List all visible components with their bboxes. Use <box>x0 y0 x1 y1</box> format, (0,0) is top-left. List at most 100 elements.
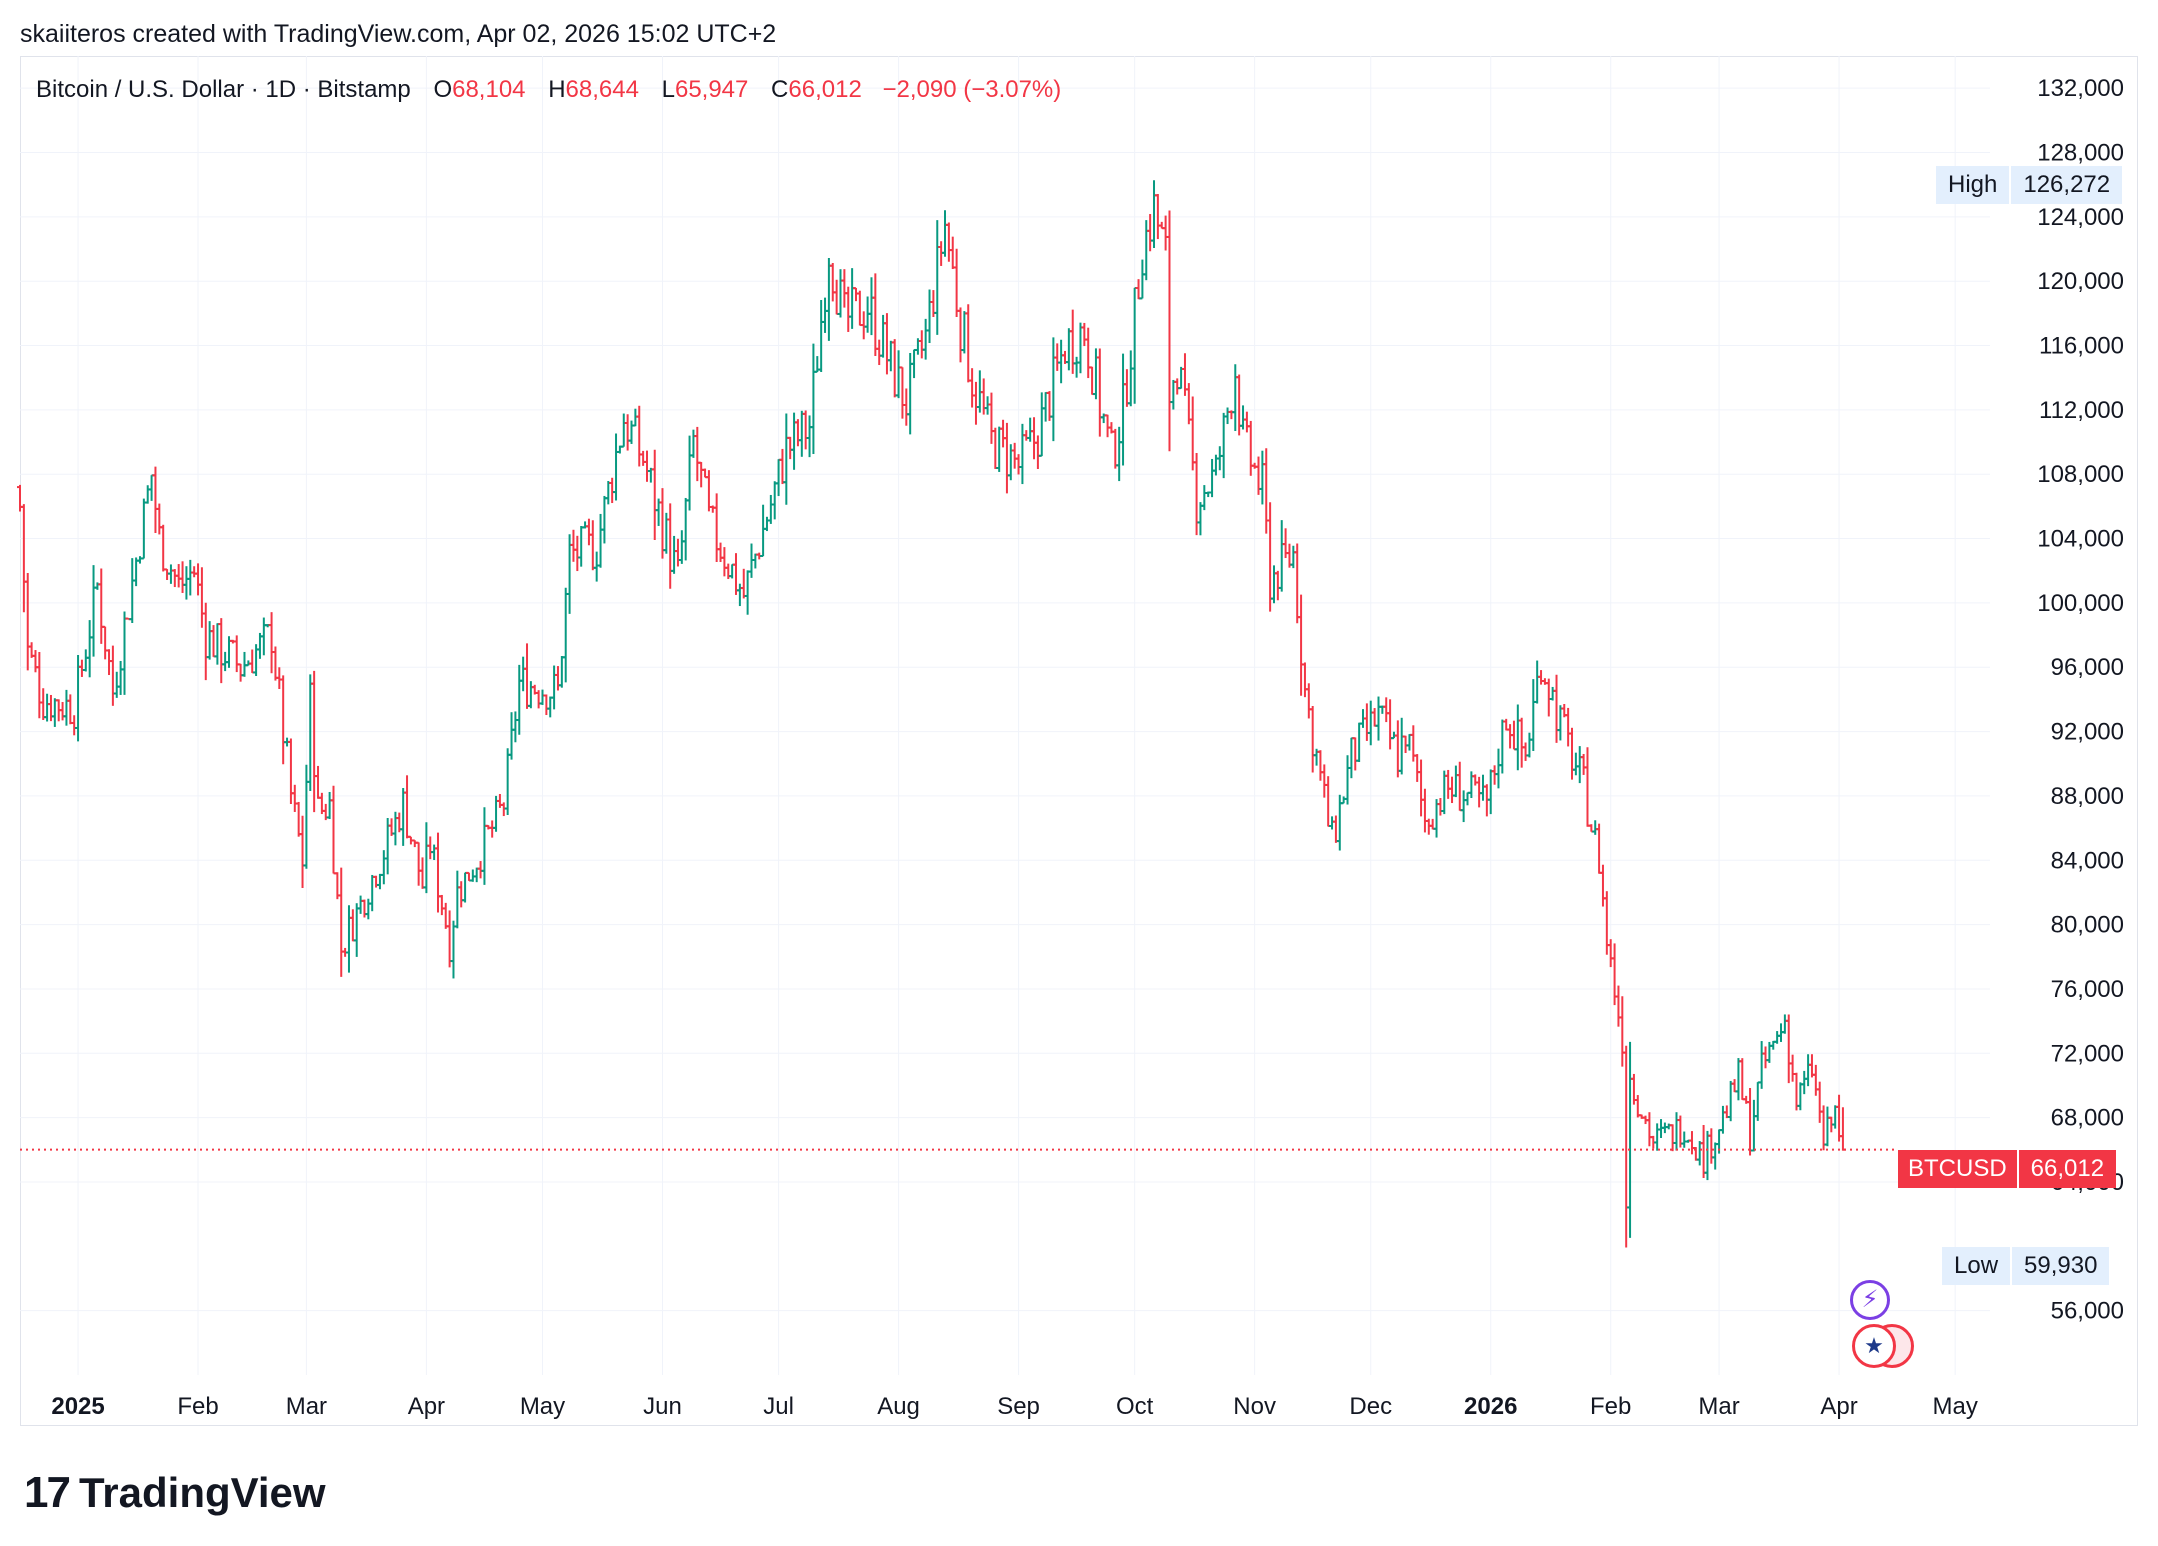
ohlc-bar <box>1398 717 1405 775</box>
ohlc-bar <box>1294 543 1301 624</box>
ohlc-bar <box>458 881 465 908</box>
ohlc-bar <box>1429 818 1436 830</box>
y-tick-label: 88,000 <box>2051 783 2124 810</box>
x-tick-label: 2026 <box>1464 1393 1517 1420</box>
ohlc-bar <box>1185 383 1192 425</box>
x-tick-label: Aug <box>877 1393 920 1420</box>
ohlc-bar <box>1011 442 1018 469</box>
ohlc-bar <box>1259 450 1266 505</box>
low-key: L <box>661 76 675 103</box>
ohlc-bar <box>1139 259 1146 300</box>
ohlc-bar <box>682 497 689 561</box>
close-value: 66,012 <box>788 76 862 103</box>
y-tick-label: 128,000 <box>2037 140 2124 167</box>
ohlc-bar <box>686 435 693 511</box>
ohlc-bar <box>1607 939 1614 968</box>
high-label: High <box>1936 166 2010 204</box>
ohlc-bar <box>1077 322 1084 374</box>
ohlc-bar <box>775 458 782 497</box>
ohlc-bar <box>1170 379 1177 410</box>
ohlc-bar <box>1166 210 1173 452</box>
ohlc-bar <box>1116 426 1123 482</box>
ohlc-bar <box>833 279 840 315</box>
x-tick-label: Jul <box>763 1393 794 1420</box>
ohlc-bar <box>1747 1087 1754 1156</box>
ohlc-bar <box>613 433 620 501</box>
ohlc-bar <box>462 871 469 903</box>
ohlc-bar <box>1015 454 1022 475</box>
ohlc-bar <box>1735 1058 1742 1101</box>
ohlc-bar <box>1530 679 1537 752</box>
ohlc-bar <box>1089 366 1096 396</box>
ohlc-bar <box>1367 700 1374 746</box>
ohlc-bar <box>539 689 546 705</box>
ohlc-bar <box>1031 417 1038 460</box>
ohlc-bar <box>1580 753 1587 775</box>
ohlc-bar <box>763 516 770 532</box>
y-tick-label: 96,000 <box>2051 654 2124 681</box>
ohlc-bar <box>67 694 74 725</box>
ohlc-bar <box>1290 545 1297 569</box>
ohlc-bar <box>535 690 542 709</box>
ohlc-bar <box>133 557 140 587</box>
tradingview-logo[interactable]: 17 TradingView <box>24 1468 326 1518</box>
ohlc-bar <box>667 503 674 589</box>
ohlc-bar <box>643 450 650 482</box>
ohlc-bar <box>454 870 461 929</box>
ohlc-bar <box>899 366 906 419</box>
ohlc-bar <box>1634 1095 1641 1118</box>
ohlc-bar <box>574 535 581 572</box>
ohlc-bar <box>659 488 666 559</box>
ohlc-bar <box>690 429 697 458</box>
symbol-legend[interactable]: Bitcoin / U.S. Dollar · 1D · Bitstamp O6… <box>36 76 1061 104</box>
ohlc-bar <box>152 466 159 534</box>
ohlc-bar <box>1549 686 1556 701</box>
ohlc-bar <box>1569 727 1576 780</box>
ohlc-bar <box>404 775 411 839</box>
ohlc-bar <box>1274 570 1281 601</box>
ohlc-bar <box>678 530 685 564</box>
ohlc-bar <box>434 832 441 913</box>
ohlc-bar <box>860 311 867 340</box>
ohlc-bar <box>307 674 314 792</box>
ohlc-bar <box>1739 1058 1746 1101</box>
ohlc-bar <box>1019 423 1026 485</box>
ohlc-bar <box>798 410 805 457</box>
x-tick-label: Dec <box>1349 1393 1392 1420</box>
ohlc-bar <box>1514 704 1521 771</box>
ohlc-bar <box>562 587 569 683</box>
ohlc-bar <box>1178 366 1185 390</box>
ohlc-bar <box>1839 1107 1846 1151</box>
ohlc-bar <box>1092 348 1099 400</box>
ohlc-bar <box>1127 350 1134 407</box>
ohlc-bar <box>1123 369 1130 407</box>
ohlc-bar <box>1104 414 1111 438</box>
ohlc-bar <box>609 477 616 504</box>
period-high-tag: High 126,272 <box>1936 166 2123 204</box>
ohlc-bar <box>1278 520 1285 592</box>
ohlc-bar <box>1135 279 1142 300</box>
x-tick-label: Apr <box>1820 1393 1857 1420</box>
lightning-badge-icon[interactable]: ⚡ <box>1850 1280 1890 1320</box>
ohlc-bar <box>578 526 585 567</box>
tv-logo-icon: 17 <box>24 1468 71 1517</box>
open-key: O <box>433 76 453 103</box>
last-price-value: 66,012 <box>2018 1150 2117 1188</box>
ohlc-bar <box>299 815 306 888</box>
ohlc-bar <box>729 563 736 579</box>
period-low-tag: Low 59,930 <box>1942 1247 2110 1285</box>
y-tick-label: 76,000 <box>2051 976 2124 1003</box>
ohlc-bar <box>1785 1014 1792 1084</box>
ohlc-bar <box>1712 1142 1719 1170</box>
ohlc-bar <box>1669 1124 1676 1152</box>
ohlc-bar <box>1270 565 1277 604</box>
y-tick-label: 80,000 <box>2051 912 2124 939</box>
us-flag-icon[interactable]: ★ <box>1852 1324 1896 1368</box>
ohlc-bar <box>268 612 275 674</box>
ohlc-bar <box>1572 752 1579 776</box>
ohlc-bar <box>767 494 774 524</box>
ohlc-bar <box>694 426 701 482</box>
ohlc-bar <box>117 660 124 695</box>
ohlc-bar <box>783 413 790 505</box>
